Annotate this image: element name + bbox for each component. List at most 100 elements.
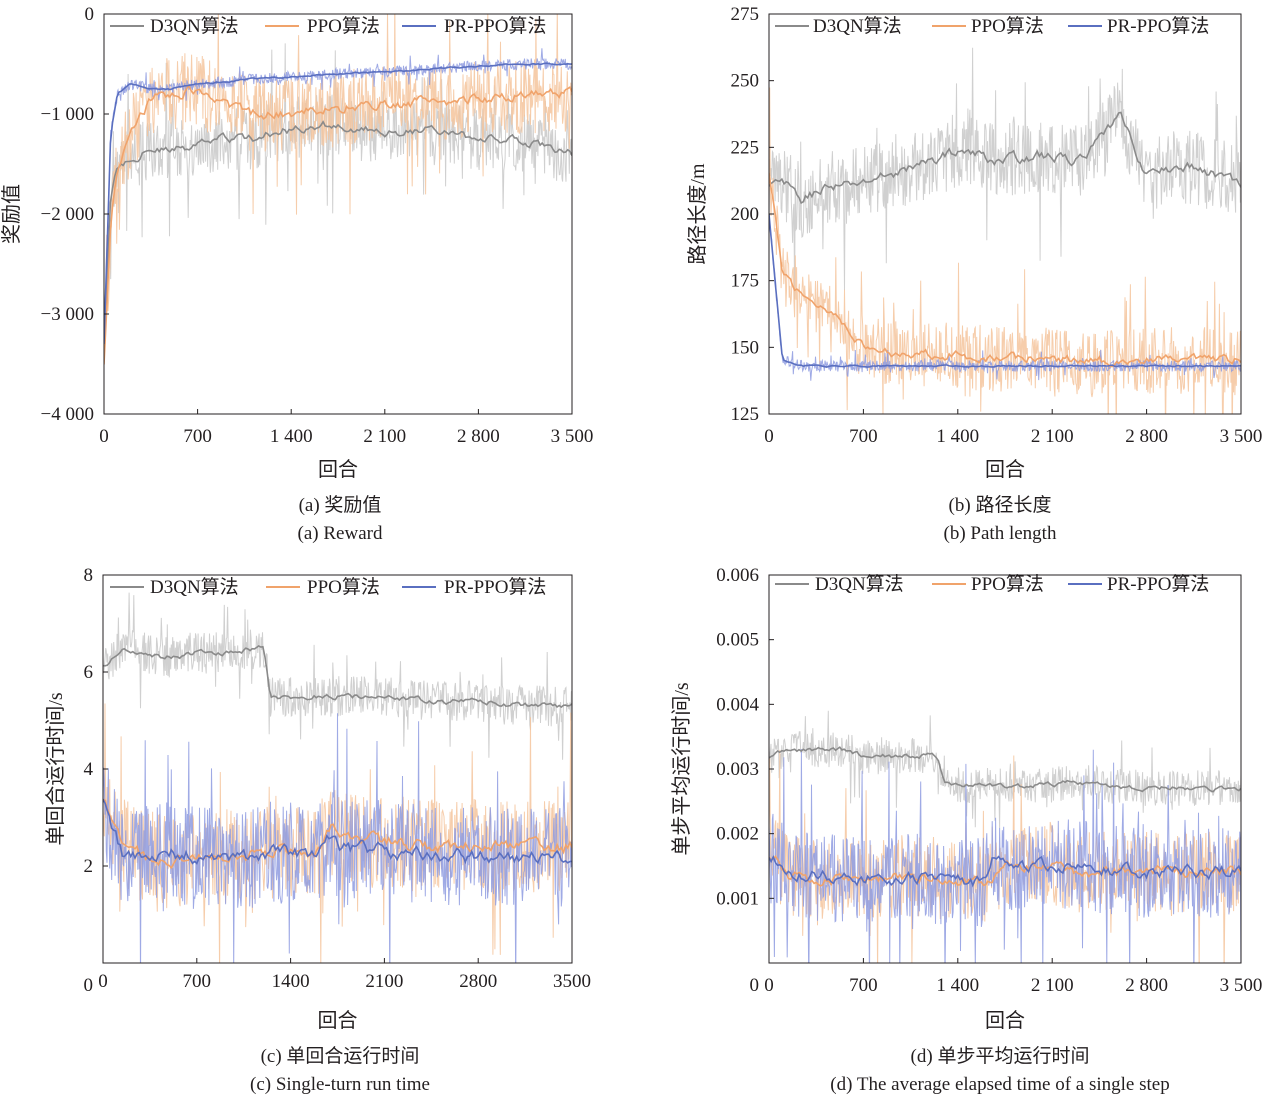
legend-label-2: PPO算法 bbox=[307, 576, 380, 598]
y-axis-label: 单步平均运行时间/s bbox=[670, 682, 693, 856]
y-axis-label: 单回合运行时间/s bbox=[44, 692, 67, 846]
x-tick-label: 0 bbox=[764, 975, 774, 996]
x-tick-label: 0 bbox=[98, 971, 108, 992]
x-axis-label: 回合 bbox=[318, 1009, 358, 1032]
x-tick-label: 1 400 bbox=[936, 975, 979, 996]
caption-d: (d) 单步平均运行时间 (d) The average elapsed tim… bbox=[700, 1043, 1269, 1099]
y-axis-label: 奖励值 bbox=[0, 184, 23, 244]
legend-label-1: D3QN算法 bbox=[150, 15, 239, 37]
y-tick-label: 0.005 bbox=[716, 630, 759, 651]
y-tick-label: −3 000 bbox=[41, 304, 94, 325]
origin-label: 0 bbox=[84, 975, 94, 996]
y-tick-label: 125 bbox=[731, 404, 760, 425]
x-tick-label: 2100 bbox=[365, 971, 403, 992]
caption-a-cn: (a) 奖励值 bbox=[298, 495, 382, 516]
smoothed-lines bbox=[103, 644, 572, 870]
y-tick-label: 275 bbox=[731, 4, 760, 25]
raw-line-1 bbox=[769, 710, 1241, 828]
chart-reward: 0 700 1 400 2 100 2 800 3 500 0 −1 000 −2 000 −3 … bbox=[0, 4, 594, 481]
smoothed-lines bbox=[104, 62, 572, 365]
caption-a: (a) 奖励值 (a) Reward bbox=[40, 492, 640, 548]
y-tick-label: 0.003 bbox=[716, 759, 759, 780]
x-tick-label: 3 500 bbox=[1220, 426, 1263, 447]
origin-label: 0 bbox=[750, 975, 760, 996]
x-tick-label: 2 100 bbox=[1031, 975, 1074, 996]
series-line-2 bbox=[769, 172, 1241, 368]
y-tick-label: −4 000 bbox=[41, 404, 94, 425]
series-line-2 bbox=[104, 84, 572, 365]
series-line-3 bbox=[103, 798, 572, 865]
series-line-2 bbox=[769, 855, 1241, 887]
y-tick-label: 2 bbox=[84, 856, 94, 877]
series-line-3 bbox=[104, 62, 572, 345]
x-tick-label: 700 bbox=[183, 971, 212, 992]
y-tick-label: 0 bbox=[85, 4, 95, 25]
series-line-1 bbox=[103, 644, 572, 709]
legend-label-1: D3QN算法 bbox=[815, 573, 904, 595]
x-tick-label: 700 bbox=[849, 975, 878, 996]
raw-traces bbox=[103, 592, 572, 963]
raw-line-2 bbox=[104, 14, 572, 354]
x-tick-label: 2800 bbox=[459, 971, 497, 992]
y-tick-label: −2 000 bbox=[41, 204, 94, 225]
x-tick-label: 700 bbox=[183, 426, 212, 447]
x-tick-label: 2 100 bbox=[1031, 426, 1074, 447]
caption-c-en: (c) Single-turn run time bbox=[250, 1074, 430, 1095]
y-tick-label: 8 bbox=[84, 565, 94, 586]
legend-label-3: PR-PPO算法 bbox=[1107, 573, 1209, 595]
raw-traces bbox=[104, 14, 572, 354]
legend-label-2: PPO算法 bbox=[971, 15, 1044, 37]
smoothed-lines bbox=[769, 746, 1241, 888]
x-tick-label: 3500 bbox=[553, 971, 591, 992]
y-tick-label: 0.006 bbox=[716, 565, 759, 586]
caption-a-en: (a) Reward bbox=[297, 523, 383, 544]
x-axis-label: 回合 bbox=[985, 458, 1025, 481]
x-tick-label: 0 bbox=[99, 426, 109, 447]
raw-traces bbox=[769, 47, 1241, 414]
legend-label-1: D3QN算法 bbox=[813, 15, 902, 37]
x-axis-label: 回合 bbox=[985, 1009, 1025, 1032]
caption-c: (c) 单回合运行时间 (c) Single-turn run time bbox=[40, 1043, 640, 1099]
legend-label-1: D3QN算法 bbox=[150, 576, 239, 598]
y-tick-label: 6 bbox=[84, 662, 94, 683]
x-axis-label: 回合 bbox=[318, 458, 358, 481]
series-line-1 bbox=[104, 120, 572, 345]
y-tick-label: 150 bbox=[731, 337, 760, 358]
caption-b: (b) 路径长度 (b) Path length bbox=[700, 492, 1269, 548]
raw-line-1 bbox=[769, 47, 1241, 300]
y-tick-label: 250 bbox=[731, 71, 760, 92]
y-tick-label: 0.002 bbox=[716, 824, 759, 845]
legend-label-2: PPO算法 bbox=[971, 573, 1044, 595]
y-tick-label: 175 bbox=[731, 271, 760, 292]
series-line-2 bbox=[103, 798, 572, 870]
caption-b-en: (b) Path length bbox=[943, 523, 1057, 544]
y-tick-label: 4 bbox=[84, 759, 94, 780]
x-tick-label: 700 bbox=[849, 426, 878, 447]
x-tick-label: 2 800 bbox=[1125, 975, 1168, 996]
x-tick-label: 3 500 bbox=[551, 426, 594, 447]
legend-label-2: PPO算法 bbox=[307, 15, 380, 37]
series-line-1 bbox=[769, 746, 1241, 793]
x-tick-label: 0 bbox=[764, 426, 774, 447]
caption-d-en: (d) The average elapsed time of a single… bbox=[830, 1074, 1170, 1095]
chart-step-time: 0 700 1 400 2 100 2 800 3 500 0.006 0.005 0.004 0… bbox=[670, 565, 1263, 1032]
series-line-1 bbox=[769, 111, 1241, 205]
raw-line-3 bbox=[769, 748, 1241, 963]
y-tick-label: 225 bbox=[731, 137, 760, 158]
x-tick-label: 3 500 bbox=[1220, 975, 1263, 996]
smoothed-lines bbox=[769, 111, 1241, 368]
y-tick-label: −1 000 bbox=[41, 104, 94, 125]
caption-c-cn: (c) 单回合运行时间 bbox=[260, 1046, 420, 1067]
x-tick-label: 1 400 bbox=[936, 426, 979, 447]
caption-d-cn: (d) 单步平均运行时间 bbox=[910, 1046, 1090, 1067]
y-axis-label: 路径长度/m bbox=[686, 163, 709, 265]
series-line-3 bbox=[769, 855, 1241, 888]
legend-label-3: PR-PPO算法 bbox=[444, 15, 546, 37]
x-tick-label: 2 800 bbox=[1125, 426, 1168, 447]
raw-line-2 bbox=[769, 87, 1241, 414]
x-tick-label: 1 400 bbox=[270, 426, 313, 447]
series-line-3 bbox=[769, 213, 1241, 368]
raw-line-3 bbox=[103, 713, 572, 963]
raw-traces bbox=[769, 710, 1241, 963]
chart-turn-time: 0 700 1400 2100 2800 3500 8 6 4 2 0 回合 单回合运行时间/s D3QN… bbox=[44, 565, 591, 1032]
